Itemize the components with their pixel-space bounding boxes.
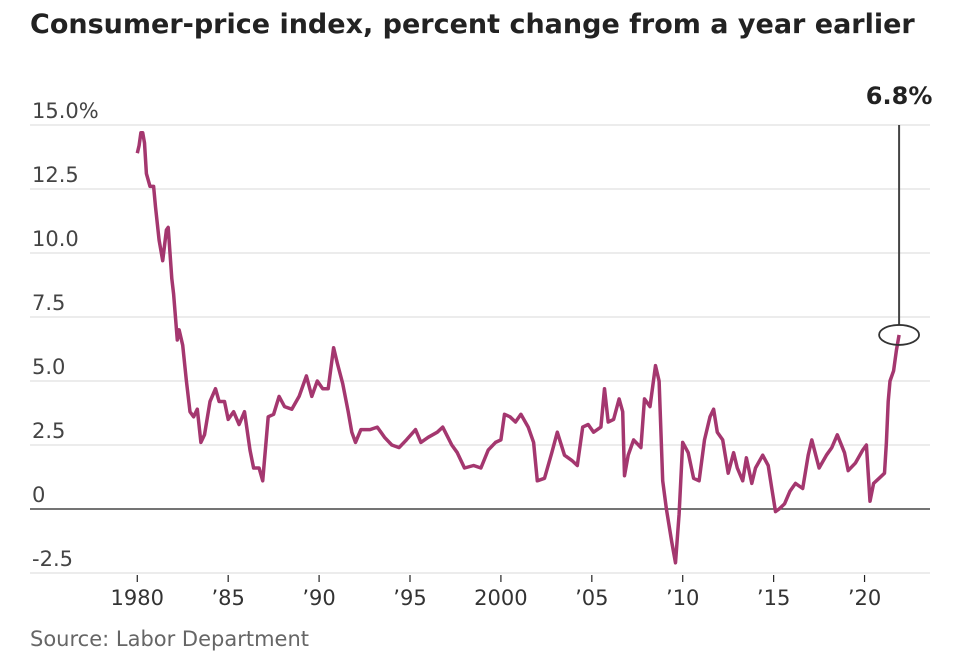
x-tick-label: ’95: [393, 586, 426, 610]
x-tick-label: ’85: [211, 586, 244, 610]
y-tick-label: 2.5: [32, 419, 65, 443]
y-tick-label: 0: [32, 483, 45, 507]
x-tick-label: ’20: [848, 586, 881, 610]
source: Source: Labor Department: [30, 627, 309, 651]
chart-title: Consumer-price index, percent change fro…: [30, 9, 915, 40]
y-tick-label: 12.5: [32, 163, 79, 187]
x-tick-label: ’15: [757, 586, 790, 610]
y-tick-label: -2.5: [32, 547, 73, 571]
y-tick-label: 10.0: [32, 227, 79, 251]
x-tick-label: 2000: [474, 586, 527, 610]
x-tick-label: ’90: [302, 586, 335, 610]
y-tick-label: 5.0: [32, 355, 65, 379]
highlight-marker: [878, 324, 920, 346]
x-tick-label: ’05: [575, 586, 608, 610]
x-tick-label: ’10: [666, 586, 699, 610]
x-tick-label: 1980: [111, 586, 164, 610]
y-tick-label: 15.0%: [32, 99, 99, 123]
series-line: [135, 130, 901, 565]
y-tick-label: 7.5: [32, 291, 65, 315]
annotation-label: 6.8%: [866, 82, 933, 110]
